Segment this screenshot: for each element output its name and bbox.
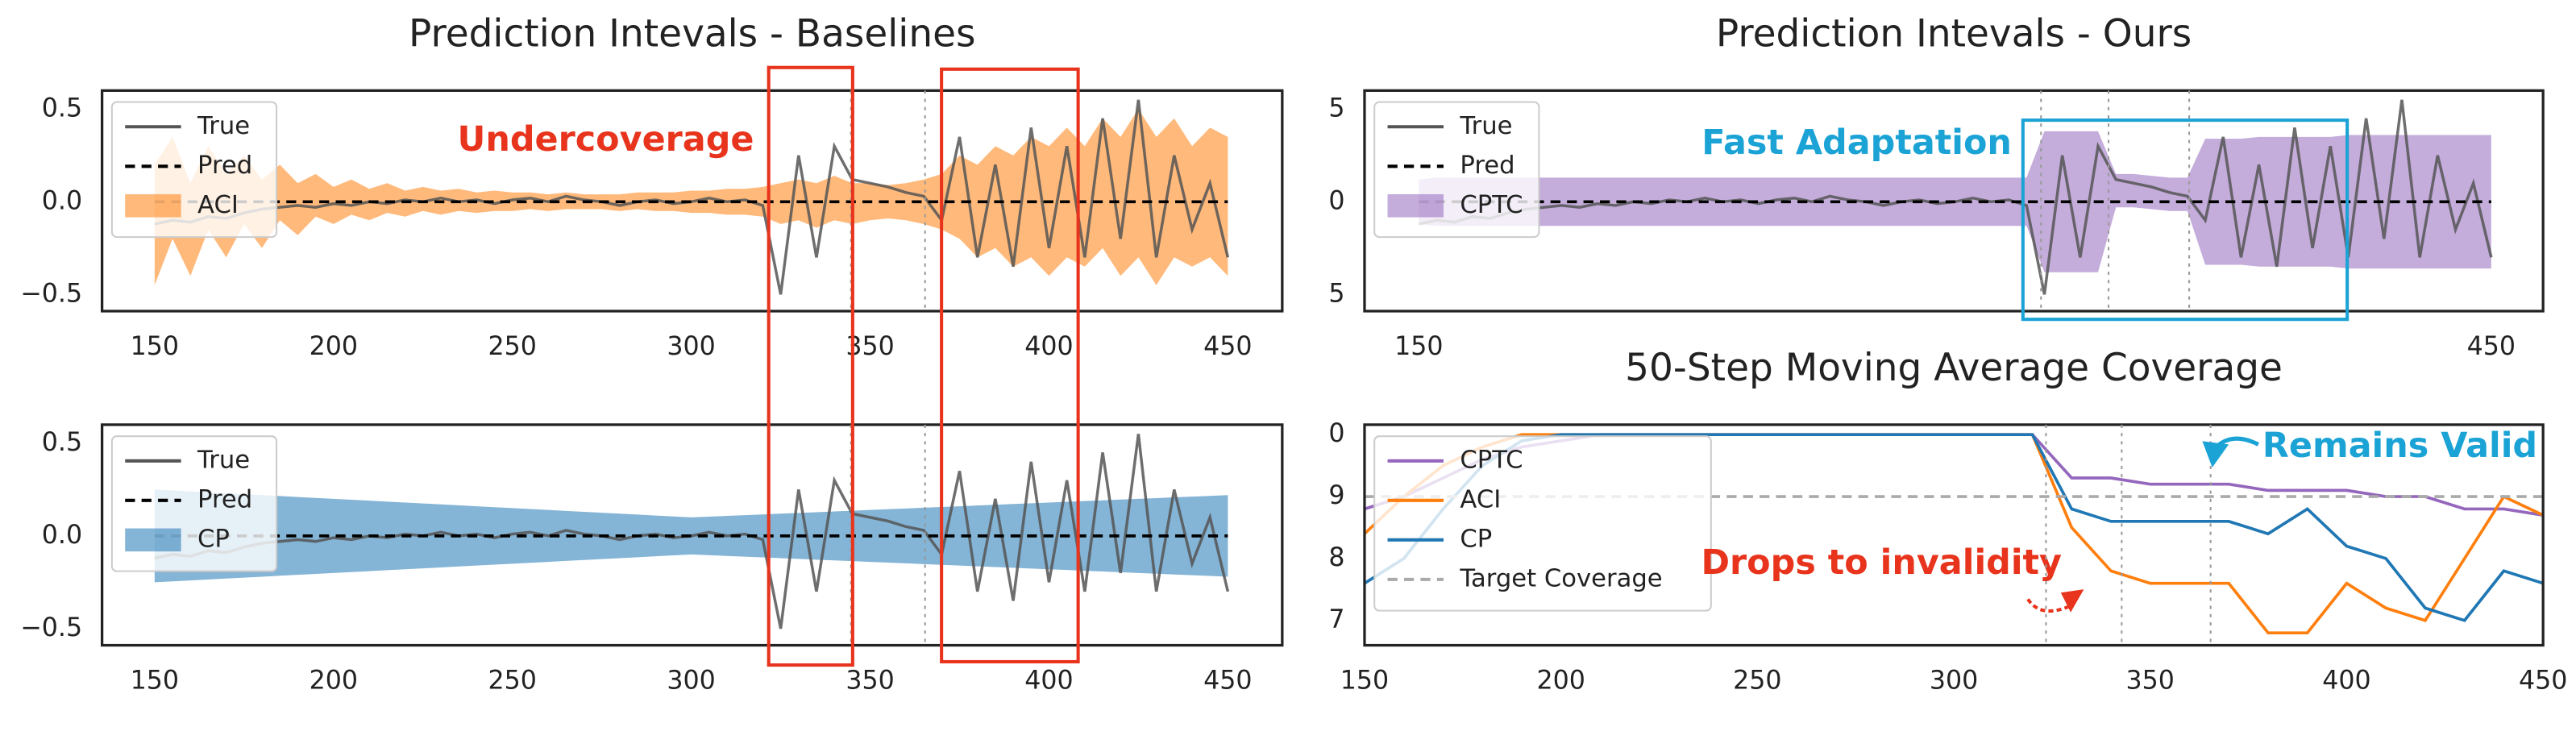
legend-label: True: [197, 112, 250, 140]
series-line: [154, 434, 1230, 630]
highlight-layer: [767, 65, 2350, 667]
y-tick-label: 0: [1328, 186, 1344, 215]
x-tick-label: 400: [2322, 666, 2370, 695]
y-tick-label: 8: [1328, 543, 1344, 572]
chart-title: Prediction Intevals - Ours: [1716, 11, 2192, 56]
legend-label: Pred: [197, 152, 252, 180]
y-tick-label: 0.0: [42, 186, 82, 215]
x-tick-label: 450: [2519, 666, 2567, 695]
y-tick-label: 0: [1328, 419, 1344, 448]
x-tick-label: 400: [1024, 666, 1073, 695]
chart-title: 50-Step Moving Average Coverage: [1625, 346, 2283, 390]
y-tick-label: −0.5: [20, 279, 82, 308]
panel: Prediction Intevals - Baselines 150 200 250…: [20, 11, 1284, 361]
legend-swatch: [1387, 193, 1444, 218]
panel: Prediction Intevals - Ours 150 450 5 0 5 True P…: [1328, 11, 2545, 361]
legend-label: Pred: [197, 485, 252, 513]
y-tick-label: 9: [1328, 481, 1344, 510]
x-tick-label: 150: [131, 332, 179, 361]
axes-frame: [1363, 89, 2545, 313]
legend-label: CPTC: [1460, 191, 1523, 219]
axes-frame: [100, 423, 1284, 647]
x-tick-label: 200: [310, 666, 358, 695]
x-tick-label: 250: [488, 666, 536, 695]
plot-area: [154, 99, 1230, 295]
y-tick-label: 0.5: [42, 94, 82, 123]
x-tick-label: 450: [1203, 666, 1252, 695]
panel: 150 200 250 300 350 400 450 0.5 0.0 −0.5 True Pred C…: [20, 423, 1284, 695]
y-tick-label: −0.5: [20, 613, 82, 642]
annotation: Drops to invalidity: [1701, 542, 2062, 583]
x-tick-label: 450: [1203, 332, 1252, 361]
legend-label: True: [1459, 112, 1512, 140]
y-tick-label: 5: [1328, 279, 1344, 308]
legend-label: Pred: [1460, 152, 1514, 180]
axes-frame: [100, 89, 1284, 313]
x-tick-label: 150: [1340, 666, 1389, 695]
x-tick-label: 250: [488, 332, 536, 361]
chart-title: Prediction Intevals - Baselines: [409, 11, 975, 56]
x-tick-label: 300: [667, 332, 715, 361]
y-tick-label: 5: [1328, 94, 1344, 123]
series-line: [1364, 433, 2544, 622]
x-tick-label: 150: [131, 666, 179, 695]
x-tick-label: 400: [1024, 332, 1073, 361]
x-tick-label: 250: [1733, 666, 1781, 695]
y-tick-label: 0.5: [42, 428, 82, 457]
x-tick-label: 350: [846, 666, 894, 695]
y-tick-label: 0.0: [42, 521, 82, 550]
y-tick-label: 7: [1328, 605, 1344, 634]
axes-frame: [1363, 423, 2545, 647]
highlight-box: [767, 65, 854, 667]
legend-label: ACI: [197, 191, 239, 219]
legend-label: CP: [1460, 525, 1492, 553]
x-tick-label: 200: [310, 332, 358, 361]
arrowhead: [2202, 441, 2229, 468]
x-tick-label: 150: [1394, 332, 1443, 361]
interval-band: [154, 109, 1228, 285]
legend-label: True: [197, 446, 250, 474]
legend-label: Target Coverage: [1459, 564, 1662, 592]
x-tick-label: 300: [1930, 666, 1978, 695]
annotation: Fast Adaptation: [1701, 123, 2012, 163]
x-tick-label: 300: [667, 666, 715, 695]
highlight-box: [2021, 118, 2350, 322]
panel: 50-Step Moving Average Coverage 150 200 250…: [1328, 346, 2567, 695]
legend-label: CP: [197, 525, 230, 553]
annotation: Undercoverage: [458, 119, 754, 160]
plot-area: [154, 434, 1230, 630]
legend-label: CPTC: [1460, 446, 1523, 474]
x-tick-label: 350: [2126, 666, 2175, 695]
x-tick-label: 200: [1536, 666, 1585, 695]
legend-swatch: [125, 193, 181, 218]
series-line: [154, 99, 1230, 295]
legend-frame: [1373, 435, 1712, 612]
legend-swatch: [125, 528, 181, 552]
arrow: [2026, 598, 2071, 613]
annotation: Remains Valid: [2262, 426, 2537, 466]
arrowhead: [2060, 589, 2084, 613]
x-tick-label: 450: [2467, 332, 2516, 361]
plot-area: [1419, 99, 2493, 295]
highlight-box: [940, 67, 1080, 664]
legend-label: ACI: [1460, 485, 1501, 513]
